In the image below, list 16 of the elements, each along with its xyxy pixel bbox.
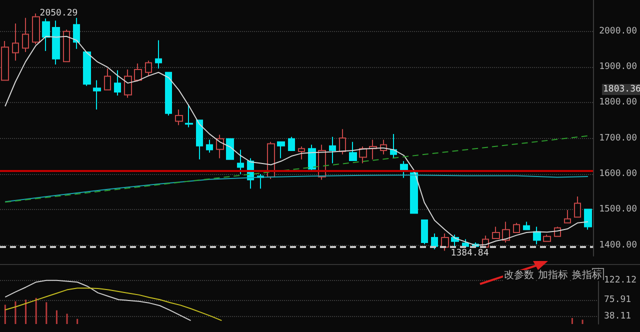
annotation: 1384.84 [450,248,489,259]
annotation: 加指标 [537,270,569,281]
y-tick-label: 1400.00 [599,240,638,250]
annotation: 2050.29 [40,8,78,18]
y-tick-label: 1500.00 [599,204,638,215]
y-tick-label: 1800.00 [599,98,638,108]
annotation: 改参数 [503,270,535,281]
y-tick-label: 38.11 [604,311,632,322]
y-tick-label: 122.12 [604,275,637,286]
y-tick-label: 1600.00 [599,168,638,179]
y-tick-label: 1900.00 [599,62,638,72]
text: 1803.36 [603,84,640,94]
y-tick-label: 1700.00 [599,133,638,144]
y-tick-label: 75.91 [604,295,632,306]
annotation: 换指标 [571,270,603,281]
y-tick-label: 2000.00 [599,26,638,36]
